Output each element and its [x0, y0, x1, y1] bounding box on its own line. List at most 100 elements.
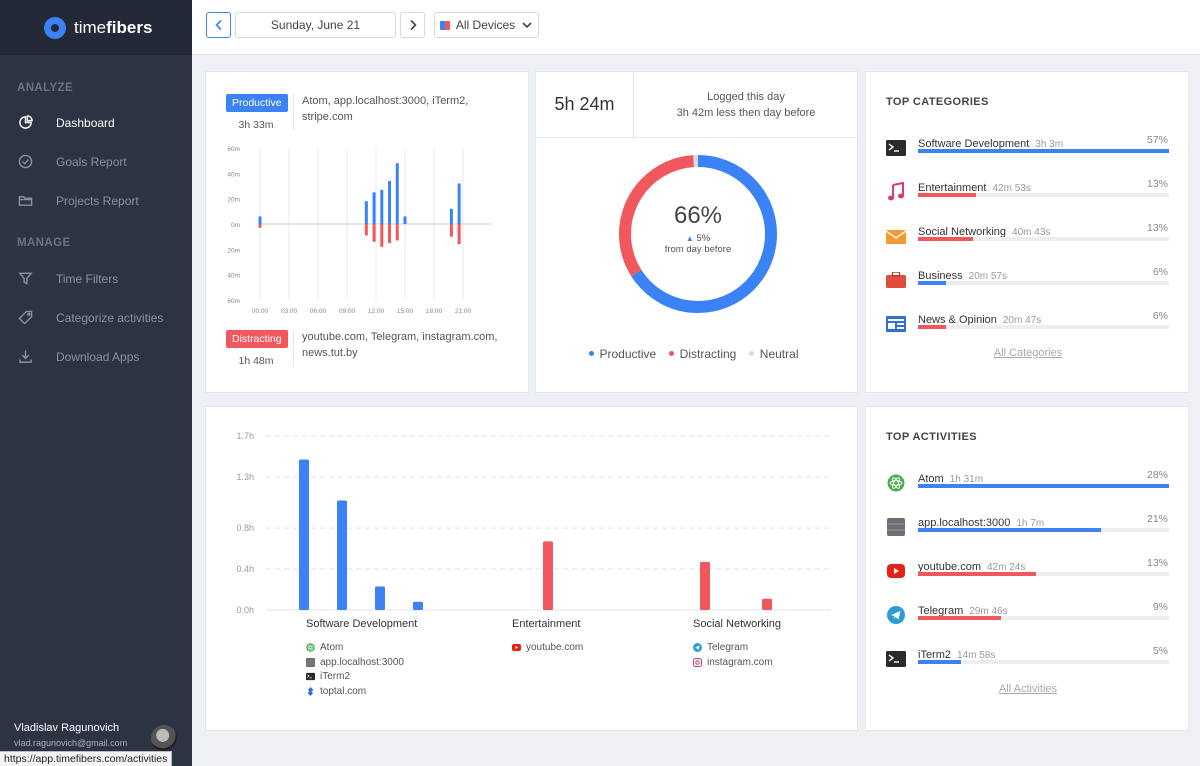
x-tick-label: 06:00: [310, 308, 327, 315]
timeline-chart: 60m 40m 20m 0m 20m 40m 60m 00:00 03:00 06:00 09:00…: [227, 146, 492, 315]
atom-icon: [885, 473, 907, 493]
sidebar-item-categorize-activities[interactable]: Categorize activities: [0, 298, 192, 337]
category-row[interactable]: News & Opinion 20m 47s: [918, 310, 1041, 328]
sidebar-item-goals-report[interactable]: Goals Report: [0, 142, 192, 181]
date-display[interactable]: Sunday, June 21: [235, 12, 396, 38]
category-row[interactable]: Social Networking 40m 43s: [918, 222, 1050, 240]
productive-tag: Productive: [226, 94, 288, 112]
category-name: Software Development: [918, 138, 1030, 150]
next-day-button[interactable]: [400, 12, 425, 38]
activity-name: iTerm2: [918, 649, 952, 661]
sidebar-item-time-filters[interactable]: Time Filters: [0, 259, 192, 298]
productive-bar: [388, 180, 392, 224]
logo[interactable]: timefibers: [0, 0, 192, 55]
x-tick-label: 09:00: [339, 308, 356, 315]
productive-apps: Atom, app.localhost:3000, iTerm2, stripe…: [302, 95, 469, 123]
all-activities-link[interactable]: All Activities: [998, 683, 1058, 695]
activity-percent: 21%: [1146, 513, 1168, 525]
sidebar: timefibers ANALYZE Dashboard Goals Repor…: [0, 0, 192, 766]
x-tick-label: 15:00: [397, 308, 414, 315]
user-profile[interactable]: Vladislav Ragunovich vlad.ragunovich@gma…: [14, 722, 179, 751]
logged-label: Logged this day: [707, 91, 785, 103]
activity-row[interactable]: Telegram 29m 46s: [918, 601, 1008, 619]
sidebar-item-label: Categorize activities: [56, 310, 164, 325]
summary-card: 5h 24m Logged this day 3h 42m less then …: [535, 71, 859, 393]
group-label: Social Networking: [693, 618, 782, 630]
group-app-name: app.localhost:3000: [320, 656, 404, 668]
activity-time: 14m 58s: [957, 650, 996, 661]
productive-bar: [372, 192, 376, 224]
category-percent: 13%: [1146, 222, 1168, 234]
category-percent: 57%: [1146, 134, 1168, 146]
triangle-up-icon: ▲: [685, 234, 694, 243]
compare-text: 3h 42m less then day before: [676, 107, 816, 119]
category-app-bar: [337, 500, 347, 610]
x-tick-label: 03:00: [281, 308, 298, 315]
group-app-item: app.localhost:3000: [306, 657, 404, 668]
y-tick-label: 0m: [231, 222, 240, 229]
category-name: News & Opinion: [918, 314, 997, 326]
group-label: Software Development: [306, 618, 418, 630]
category-bar-fill: [918, 281, 946, 285]
activity-percent: 5%: [1152, 645, 1168, 657]
category-row[interactable]: Entertainment 42m 53s: [918, 178, 1031, 196]
activity-bar-track: [918, 484, 1169, 488]
activity-row[interactable]: app.localhost:3000 1h 7m: [918, 513, 1044, 531]
activity-percent: 9%: [1152, 601, 1168, 613]
terminal-icon: [885, 649, 907, 669]
category-bar-track: [918, 325, 1169, 329]
group-app-item: toptal.com: [306, 686, 366, 697]
sidebar-item-dashboard[interactable]: Dashboard: [0, 103, 192, 142]
category-row[interactable]: Business 20m 57s: [918, 266, 1007, 284]
delta-label: from day before: [664, 244, 732, 255]
y-tick-label: 40m: [227, 273, 240, 280]
activity-bar-fill: [918, 660, 961, 664]
device-filter-dropdown[interactable]: All Devices: [434, 12, 539, 38]
category-bar-fill: [918, 193, 976, 197]
activity-bar-track: [918, 660, 1169, 664]
activity-time: 29m 46s: [969, 606, 1008, 617]
category-app-bar: [375, 586, 385, 610]
category-bar-fill: [918, 149, 1169, 153]
distracting-bar: [449, 224, 453, 237]
activity-row[interactable]: youtube.com 42m 24s: [918, 557, 1025, 575]
top-categories-card: TOP CATEGORIES Software Development 3h 3m…: [865, 71, 1189, 393]
group-app-name: instagram.com: [707, 656, 773, 668]
sidebar-item-label: Goals Report: [56, 154, 127, 169]
donut-slice-distracting: [619, 155, 777, 313]
category-time: 20m 57s: [968, 271, 1007, 282]
activity-time: 42m 24s: [986, 562, 1026, 573]
category-percent: 13%: [1146, 178, 1168, 190]
activity-row[interactable]: iTerm2 14m 58s: [918, 645, 995, 663]
group-app-name: Telegram: [707, 642, 749, 653]
distracting-bar: [457, 224, 461, 245]
activity-row[interactable]: Atom 1h 31m: [918, 469, 983, 487]
sidebar-item-label: Projects Report: [56, 193, 139, 208]
category-name: Social Networking: [918, 226, 1007, 238]
folder-icon: [17, 193, 33, 209]
category-percent: 6%: [1152, 310, 1168, 322]
server-icon: [885, 517, 907, 537]
sidebar-item-projects-report[interactable]: Projects Report: [0, 181, 192, 220]
sidebar-item-label: Download Apps: [56, 349, 140, 364]
donut-legend: Productive Distracting Neutral: [536, 343, 859, 361]
avatar[interactable]: [151, 725, 177, 751]
x-tick-label: 18:00: [426, 308, 443, 315]
group-app-name: toptal.com: [320, 685, 367, 697]
activity-bar-track: [918, 528, 1169, 532]
sidebar-item-download-apps[interactable]: Download Apps: [0, 337, 192, 376]
productive-bar: [457, 183, 461, 224]
y-tick-label: 40m: [227, 171, 240, 178]
productive-percent: 66%: [673, 202, 723, 229]
category-app-bar: [543, 541, 553, 610]
pie-chart-icon: [17, 115, 33, 131]
previous-day-button[interactable]: [206, 12, 231, 38]
productive-time: 3h 33m: [238, 119, 274, 131]
all-categories-link[interactable]: All Categories: [993, 347, 1063, 359]
productivity-timeline-card: Productive 3h 33m Atom, app.localhost:30…: [205, 71, 529, 393]
activity-percent: 28%: [1146, 469, 1168, 481]
section-title-manage: MANAGE: [17, 237, 71, 249]
user-email: vlad.ragunovich@gmail.com: [14, 738, 128, 748]
atom-icon: [306, 643, 315, 652]
category-row[interactable]: Software Development 3h 3m: [918, 134, 1063, 152]
